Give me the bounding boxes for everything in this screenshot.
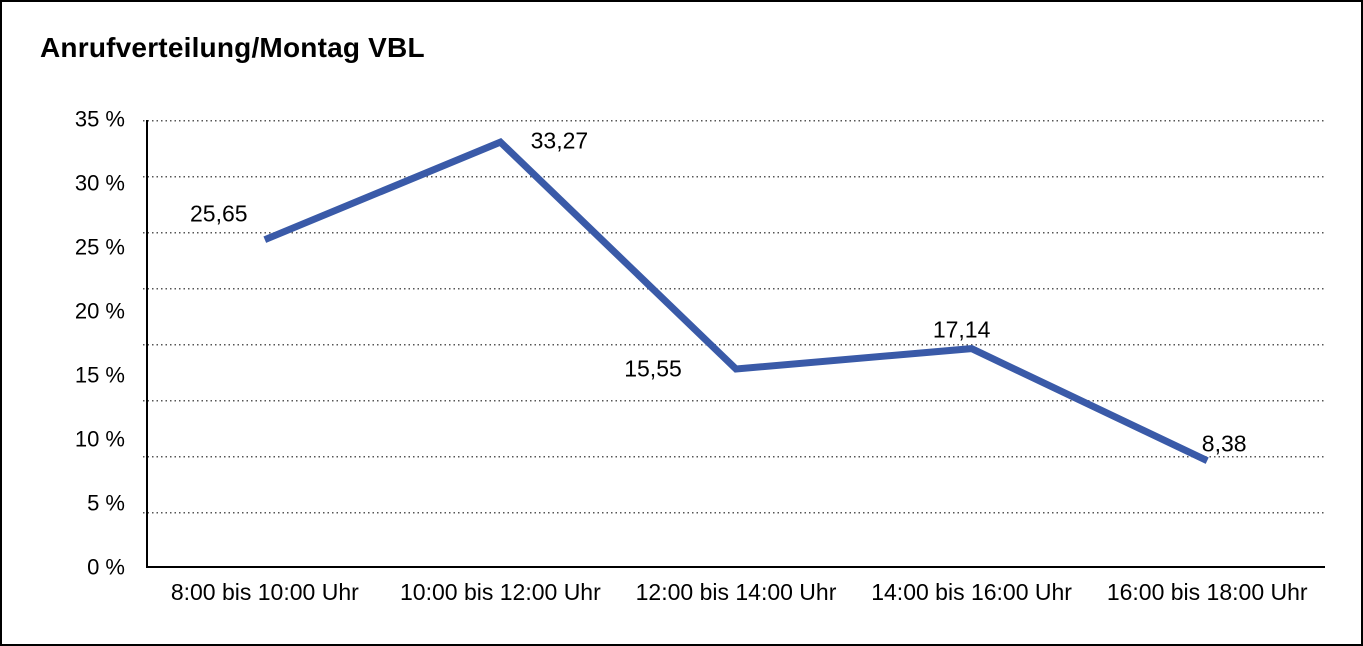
y-axis-line [146, 120, 148, 568]
y-axis-tick-label: 0 % [87, 554, 125, 580]
x-axis-category-label: 10:00 bis 12:00 Uhr [400, 579, 601, 605]
gridline [143, 232, 1325, 234]
x-axis-category-label: 8:00 bis 10:00 Uhr [170, 579, 359, 605]
page-title: Anrufverteilung/Montag VBL [40, 32, 425, 63]
y-axis-tick-label: 35 % [74, 106, 125, 132]
y-axis-tick-label: 10 % [74, 426, 125, 452]
series-polyline [263, 137, 1209, 464]
x-axis-category-label: 12:00 bis 14:00 Uhr [635, 579, 837, 605]
y-axis-tick-label: 30 % [74, 170, 125, 196]
gridline [143, 400, 1325, 402]
y-axis-tick-label: 25 % [74, 234, 125, 260]
x-axis-line [146, 566, 1325, 568]
y-axis-tick-label: 15 % [74, 362, 125, 388]
gridline [143, 512, 1325, 514]
x-axis-category-label: 16:00 bis 18:00 Uhr [1106, 579, 1308, 605]
y-axis-tick-label: 5 % [87, 490, 125, 516]
x-axis-category-label: 14:00 bis 16:00 Uhr [871, 579, 1072, 605]
data-point-label: 8,38 [1201, 430, 1247, 457]
gridline [143, 288, 1325, 290]
data-point-label: 33,27 [530, 127, 589, 154]
data-point-label: 17,14 [932, 316, 991, 343]
gridline [143, 456, 1325, 458]
gridline [143, 176, 1325, 178]
gridline [143, 120, 1325, 122]
data-point-label: 15,55 [624, 355, 682, 382]
y-axis-tick-label: 20 % [74, 298, 125, 324]
line-series [263, 137, 1209, 464]
data-point-label: 25,65 [190, 200, 248, 227]
gridline [143, 344, 1325, 346]
